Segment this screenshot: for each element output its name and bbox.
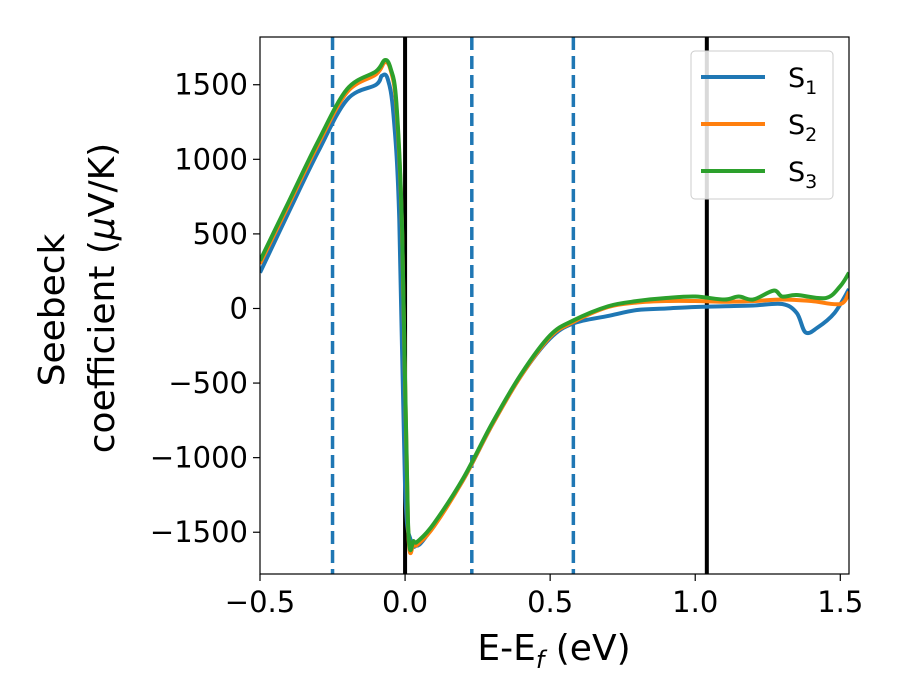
series-line-s3 (260, 58, 849, 553)
plot-frame (259, 36, 850, 575)
y-axis-label: Seebeck coefficient (μV/K) (32, 143, 123, 453)
y-axis-label-line1: Seebeck (32, 233, 73, 386)
y-tick-label-1: −1000 (150, 441, 248, 475)
x-tick-label-1: 0.0 (382, 585, 428, 619)
y-tick-label-2: −500 (168, 366, 248, 400)
vertical-lines (330, 37, 709, 574)
y-tick-label-4: 500 (193, 217, 248, 251)
y-tick-label-0: −1500 (150, 515, 248, 549)
y-tick-label-6: 1500 (174, 68, 248, 102)
x-tick-label-3: 1.0 (672, 585, 718, 619)
y-axis-label-line2: coefficient (μV/K) (82, 143, 123, 453)
x-tick-label-0: −0.5 (225, 585, 295, 619)
x-tick-label-4: 1.5 (817, 585, 863, 619)
y-axis: −1500 −1000 −500 0 500 1000 1500 (150, 68, 260, 549)
x-axis: −0.5 0.0 0.5 1.0 1.5 (225, 574, 863, 619)
x-axis-label: E-Ef (eV) (477, 628, 630, 674)
x-tick-label-2: 0.5 (527, 585, 573, 619)
legend: S1 S2 S3 (690, 50, 834, 200)
y-tick-label-5: 1000 (174, 142, 248, 176)
y-tick-label-3: 0 (230, 291, 248, 325)
legend-label-s1: S1 (788, 63, 817, 99)
legend-label-s3: S3 (788, 157, 817, 193)
series-lines (260, 58, 849, 556)
legend-label-s2: S2 (788, 110, 817, 146)
